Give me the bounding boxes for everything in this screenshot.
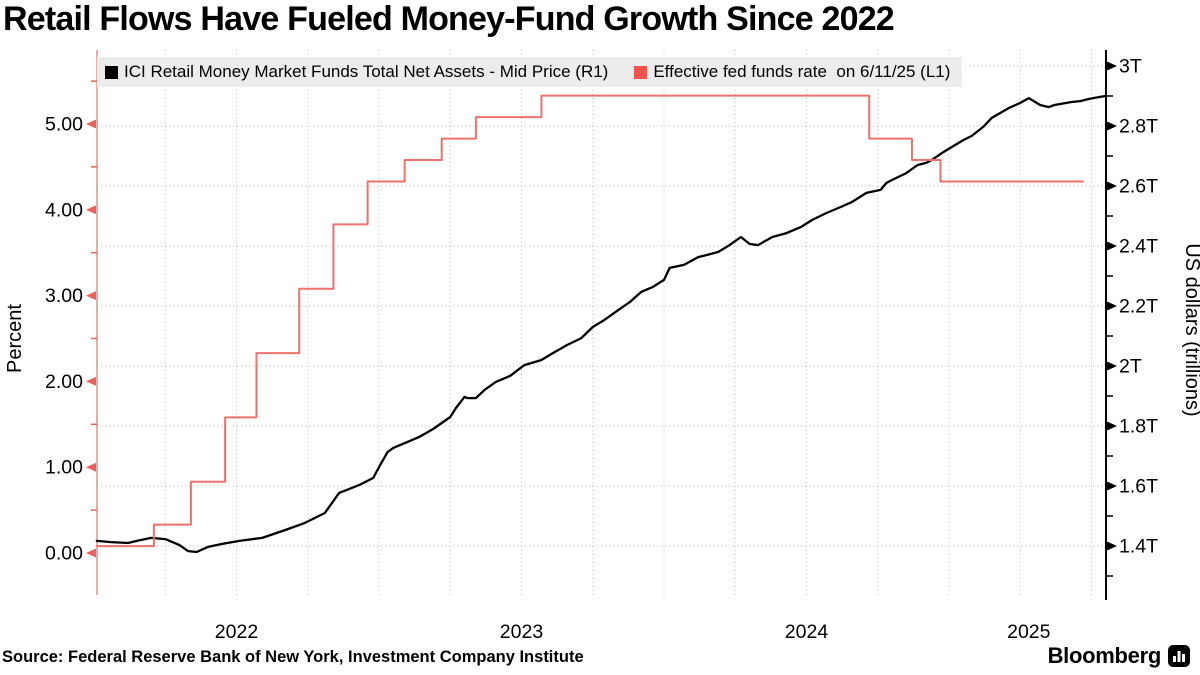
left-axis-tick-arrow [86, 291, 96, 301]
right-axis-tick-arrow [1107, 481, 1117, 491]
left-axis-tick-label: 3.00 [45, 285, 83, 307]
right-axis-tick-arrow [1107, 421, 1117, 431]
right-axis-tick-label: 2.6T [1119, 176, 1158, 198]
x-axis-tick-label: 2023 [500, 621, 543, 643]
right-axis-tick-arrow [1107, 121, 1117, 131]
bloomberg-branding: Bloomberg [1048, 643, 1190, 669]
legend-label-fed-rate: Effective fed funds rate on 6/11/25 (L1) [653, 62, 951, 81]
legend-label-assets: ICI Retail Money Market Funds Total Net … [124, 62, 609, 81]
right-axis-tick-arrow [1107, 61, 1117, 71]
right-axis-tick-label: 1.6T [1119, 476, 1158, 498]
right-axis-tick-arrow [1107, 181, 1117, 191]
right-axis-tick-label: 1.4T [1119, 536, 1158, 558]
right-axis-tick-arrow [1107, 241, 1117, 251]
left-axis-tick-label: 1.00 [45, 457, 83, 479]
left-axis-tick-arrow [86, 462, 96, 472]
left-axis-tick-label: 5.00 [45, 114, 83, 136]
x-axis-tick-label: 2022 [215, 621, 258, 643]
legend-item-assets: ICI Retail Money Market Funds Total Net … [105, 62, 608, 82]
right-axis-tick-label: 3T [1119, 56, 1142, 78]
right-axis-tick-label: 1.8T [1119, 416, 1158, 438]
right-axis-tick-label: 2.8T [1119, 116, 1158, 138]
x-axis-tick-label: 2025 [1007, 621, 1051, 643]
right-axis-tick-arrow [1107, 541, 1117, 551]
left-axis-tick-label: 4.00 [45, 199, 83, 221]
assets-line [95, 94, 1107, 554]
left-axis-title: Percent [4, 304, 26, 373]
source-note: Source: Federal Reserve Bank of New York… [2, 648, 584, 666]
left-axis-tick-arrow [86, 205, 96, 215]
right-axis-tick-arrow [1107, 361, 1117, 371]
assets-series-swatch [105, 65, 118, 79]
bloomberg-wordmark: Bloomberg [1047, 643, 1162, 668]
legend-item-fed-rate: Effective fed funds rate on 6/11/25 (L1) [634, 62, 950, 82]
fed-rate-series-swatch [634, 65, 648, 79]
bloomberg-bars-icon [1168, 645, 1190, 667]
right-axis-tick-label: 2T [1119, 356, 1142, 378]
fed-funds-rate-line [95, 94, 1084, 548]
left-axis-tick-label: 2.00 [45, 371, 83, 393]
left-axis-tick-arrow [86, 119, 96, 129]
right-axis-tick-arrow [1107, 301, 1117, 311]
left-axis-tick-arrow [86, 548, 96, 558]
left-axis-tick-arrow [86, 376, 96, 386]
chart-legend: ICI Retail Money Market Funds Total Net … [97, 57, 963, 87]
chart-title: Retail Flows Have Fueled Money-Fund Grow… [3, 0, 895, 38]
right-axis-tick-label: 2.2T [1119, 296, 1158, 318]
right-axis-title: US dollars (trillions) [1181, 243, 1200, 416]
right-axis-tick-label: 2.4T [1119, 236, 1158, 258]
left-axis-tick-label: 0.00 [45, 543, 83, 565]
x-axis-tick-label: 2024 [785, 621, 829, 643]
